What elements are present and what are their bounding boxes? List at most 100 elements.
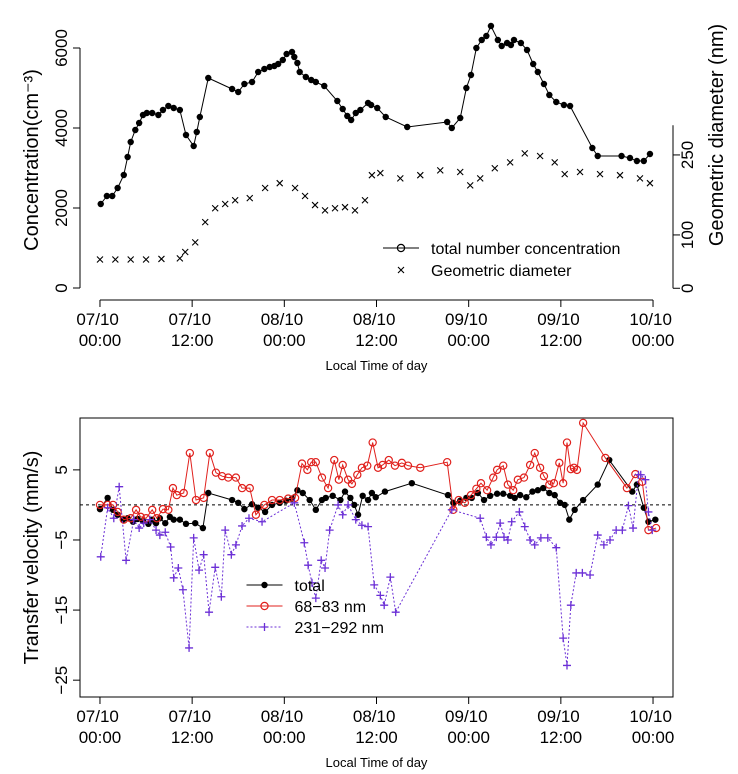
- point: [241, 505, 248, 513]
- point: [509, 486, 518, 495]
- point: [354, 511, 362, 518]
- point: [372, 494, 379, 501]
- x-tick-label-line: 12:00: [355, 331, 398, 350]
- point: [448, 124, 455, 132]
- point: [300, 538, 309, 547]
- point: [467, 71, 475, 79]
- point: [275, 495, 284, 505]
- point: [476, 478, 486, 488]
- y-tick-label: 5: [52, 465, 71, 474]
- point: [108, 500, 118, 510]
- point: [539, 471, 549, 481]
- point: [178, 585, 187, 594]
- point: [442, 457, 452, 467]
- point: [158, 504, 168, 514]
- point: [364, 496, 372, 504]
- point: [103, 503, 112, 512]
- point: [311, 201, 319, 209]
- point: [312, 78, 320, 86]
- point: [618, 152, 625, 160]
- point: [559, 634, 568, 643]
- x-tick-label: 08/10 00:00: [261, 707, 308, 747]
- point: [443, 118, 451, 126]
- x-tick-label-line: 07/10: [169, 707, 216, 726]
- point: [338, 460, 347, 470]
- point: [616, 171, 624, 179]
- point: [244, 514, 253, 523]
- point: [474, 489, 482, 497]
- point: [391, 608, 400, 617]
- legend-label: 231−292 nm: [295, 620, 384, 637]
- point: [646, 150, 654, 158]
- point: [520, 522, 529, 531]
- point: [373, 463, 383, 472]
- point: [158, 255, 165, 263]
- point: [301, 192, 309, 200]
- point: [152, 514, 162, 523]
- point: [561, 501, 568, 509]
- point: [353, 470, 362, 479]
- point: [182, 520, 190, 528]
- point: [217, 592, 226, 601]
- point: [321, 564, 330, 573]
- y-tick-label: 0: [52, 283, 71, 292]
- point: [245, 483, 254, 493]
- point: [217, 471, 227, 481]
- point: [629, 524, 638, 533]
- point: [152, 526, 161, 535]
- point: [127, 138, 134, 146]
- point: [476, 514, 485, 523]
- point: [199, 493, 208, 503]
- y-tick-label: −25: [52, 666, 71, 695]
- x-tick-label: 08/10 12:00: [353, 707, 400, 747]
- point: [390, 461, 400, 470]
- point: [579, 496, 587, 504]
- point: [142, 256, 150, 263]
- point: [493, 490, 501, 497]
- point: [255, 68, 262, 76]
- point: [636, 175, 644, 182]
- point: [276, 179, 284, 187]
- y2-tick-label: 250: [678, 141, 697, 169]
- x-tick-label: 09/10 12:00: [537, 707, 584, 747]
- point: [636, 470, 645, 479]
- point: [341, 203, 349, 211]
- point: [561, 170, 569, 178]
- point: [486, 492, 494, 500]
- point: [135, 119, 143, 127]
- y-tick-label: 2000: [52, 189, 71, 227]
- x-tick-label: 08/10 00:00: [261, 310, 308, 350]
- point: [205, 489, 212, 497]
- point: [168, 483, 178, 493]
- point: [322, 494, 330, 502]
- point: [500, 490, 507, 497]
- y2-axis-title: Geometric diameter (nm): [706, 24, 728, 246]
- point: [511, 494, 518, 502]
- point: [466, 181, 474, 189]
- point: [211, 563, 220, 572]
- point: [181, 248, 189, 256]
- point: [546, 489, 553, 497]
- point: [227, 550, 236, 559]
- point: [403, 461, 413, 470]
- x-tick-label-line: 12:00: [171, 331, 214, 350]
- point: [507, 41, 515, 49]
- point: [294, 487, 301, 494]
- y2-tick-label: 100: [678, 221, 697, 249]
- point: [347, 116, 355, 124]
- point: [312, 506, 320, 514]
- y-tick-label: −5: [52, 530, 71, 549]
- point: [363, 461, 372, 470]
- point: [562, 661, 571, 670]
- point: [290, 498, 299, 507]
- point: [113, 507, 122, 517]
- point: [516, 491, 524, 499]
- point: [618, 526, 627, 535]
- point: [593, 531, 602, 540]
- point: [317, 473, 327, 482]
- point: [566, 601, 575, 610]
- point: [646, 179, 654, 187]
- x-tick-label-line: 10/10: [629, 310, 676, 329]
- point: [361, 196, 369, 204]
